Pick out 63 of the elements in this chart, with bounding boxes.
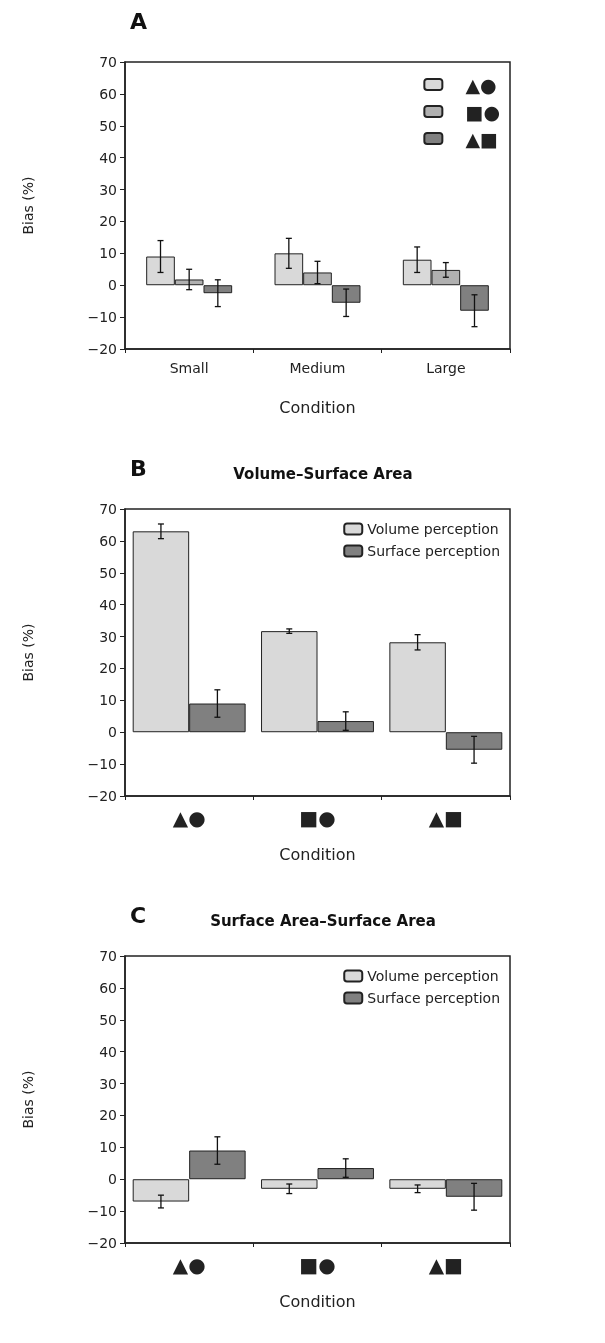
y-tick-label: 20 [99, 1107, 117, 1124]
y-axis-title: Bias (%) [20, 623, 36, 682]
y-tick-label: −10 [87, 1203, 117, 1220]
y-tick-label: 0 [108, 724, 117, 741]
y-tick-label: 20 [99, 213, 117, 230]
legend-label: Volume perception [367, 968, 499, 984]
bar [331, 285, 361, 303]
x-axis-title: Condition [279, 397, 356, 417]
legend-label: Surface perception [367, 990, 500, 1006]
x-tick-label: ▲■ [428, 1253, 463, 1277]
y-tick-label: 0 [108, 277, 117, 294]
y-tick-label: 10 [99, 245, 117, 262]
y-tick-label: 60 [99, 85, 117, 102]
legend-label: Surface perception [367, 543, 500, 559]
y-tick-label: 50 [99, 1011, 117, 1028]
y-tick-label: −20 [87, 788, 117, 804]
text: C [130, 902, 147, 928]
text: A [130, 8, 148, 34]
y-tick-label: −20 [87, 341, 117, 357]
y-tick-label: 50 [99, 117, 117, 134]
y-axis-title: Bias (%) [20, 176, 36, 235]
legend-label: Volume perception [367, 521, 499, 537]
y-tick-label: 60 [99, 532, 117, 549]
y-tick-label: −10 [87, 756, 117, 773]
y-tick-label: 60 [99, 979, 117, 996]
y-tick-label: 70 [99, 501, 117, 517]
x-axis-title: Condition [279, 1291, 356, 1311]
bar [132, 1179, 190, 1202]
bar [189, 1150, 246, 1180]
bar [445, 732, 503, 750]
y-tick-label: 30 [99, 181, 117, 198]
x-tick-label: ■● [299, 806, 336, 830]
x-tick-label: Medium [289, 360, 346, 376]
legend-label: ▲● [447, 73, 497, 96]
y-tick-label: 10 [99, 692, 117, 709]
y-tick-label: 10 [99, 1139, 117, 1156]
y-tick-label: −10 [87, 309, 117, 326]
x-tick-label: Large [426, 360, 466, 376]
y-tick-label: 70 [99, 948, 117, 964]
x-tick-label: ▲● [172, 806, 206, 830]
y-tick-label: 40 [99, 149, 117, 166]
y-tick-label: 50 [99, 564, 117, 581]
x-tick-label: Small [169, 360, 209, 376]
y-tick-label: −20 [87, 1235, 117, 1251]
x-tick-label: ▲■ [428, 806, 463, 830]
chart-title: Volume–Surface Area [233, 464, 413, 483]
text: B [130, 455, 147, 481]
x-tick-label: ▲● [172, 1253, 206, 1277]
y-tick-label: 30 [99, 628, 117, 645]
x-tick-label: ■● [299, 1253, 336, 1277]
y-tick-label: 70 [99, 54, 117, 70]
legend-label: ▲■ [447, 127, 499, 150]
x-axis-title: Condition [279, 844, 356, 864]
y-axis-title: Bias (%) [20, 1070, 36, 1129]
y-tick-label: 30 [99, 1075, 117, 1092]
chart-title: Surface Area–Surface Area [210, 911, 436, 930]
y-tick-label: 40 [99, 1043, 117, 1060]
bar [389, 642, 446, 733]
bar [460, 285, 489, 311]
y-tick-label: 20 [99, 660, 117, 677]
legend-label: ■● [447, 100, 501, 123]
y-tick-label: 40 [99, 596, 117, 613]
y-tick-label: 0 [108, 1171, 117, 1188]
